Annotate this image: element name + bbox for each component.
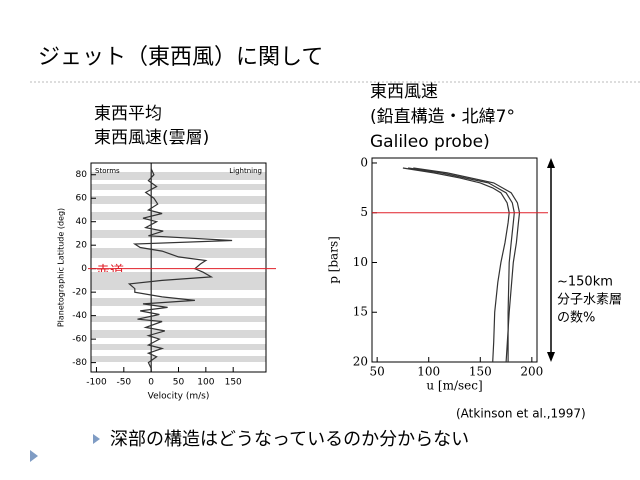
band — [91, 316, 266, 322]
caption: 東西平均 — [94, 104, 162, 124]
caption: (鉛直構造・北緯7° — [370, 107, 515, 127]
band — [91, 230, 266, 238]
x-tick-label: 200 — [520, 365, 543, 379]
band — [91, 212, 266, 220]
corner-label: Storms — [95, 167, 120, 175]
profile-line — [408, 167, 515, 362]
x-tick-label: 50 — [370, 365, 385, 379]
x-tick-label: 150 — [469, 365, 492, 379]
band — [91, 196, 266, 204]
corner-label: Lightning — [229, 167, 262, 175]
caption: 東西風速 — [370, 82, 438, 102]
x-tick-label: 50 — [173, 378, 185, 388]
band — [91, 184, 266, 190]
x-axis-label: Velocity (m/s) — [148, 392, 210, 402]
y-tick-label: 0 — [360, 155, 368, 169]
x-tick-label: 100 — [417, 365, 440, 379]
y-tick-label: -60 — [72, 335, 87, 345]
y-tick-label: -80 — [72, 358, 87, 368]
y-axis-label: Planetographic Latitude (deg) — [57, 208, 66, 327]
x-tick-label: -50 — [116, 378, 131, 388]
x-tick-label: 150 — [225, 378, 242, 388]
slide-title: ジェット（東西風）に関して — [38, 45, 323, 70]
y-tick-label: -40 — [72, 311, 87, 321]
y-tick-label: 40 — [76, 217, 88, 227]
band — [91, 248, 266, 258]
bullet-text: 深部の構造はどうなっているのか分からない — [110, 429, 469, 450]
y-axis-label: p [bars] — [327, 236, 341, 284]
profile-line — [127, 168, 233, 369]
x-axis-label: u [m/sec] — [426, 379, 482, 393]
y-tick-label: 60 — [76, 194, 88, 204]
citation: (Atkinson et al.,1997) — [456, 407, 586, 421]
profile-line — [402, 167, 510, 363]
annotation: 分子水素層 — [557, 293, 622, 308]
x-tick-label: 0 — [148, 378, 154, 388]
nav-marker — [30, 450, 38, 462]
y-tick-label: 15 — [353, 305, 368, 319]
arrow-head — [547, 352, 555, 362]
x-tick-label: 100 — [197, 378, 214, 388]
y-tick-label: 20 — [353, 355, 368, 369]
y-tick-label: 0 — [81, 264, 87, 274]
band — [91, 272, 266, 290]
y-tick-label: 20 — [76, 241, 88, 251]
y-tick-label: 5 — [360, 205, 368, 219]
band — [91, 344, 266, 350]
arrow-head — [547, 158, 555, 168]
plot-frame — [371, 157, 538, 363]
x-tick-label: -100 — [86, 378, 107, 388]
bullet-marker — [93, 434, 100, 444]
caption: 東西風速(雲層) — [94, 128, 209, 148]
annotation: の数% — [557, 311, 595, 326]
y-tick-label: -20 — [72, 288, 87, 298]
annotation: ~150km — [557, 275, 613, 290]
band — [91, 172, 266, 180]
y-tick-label: 10 — [353, 255, 368, 269]
y-tick-label: 80 — [76, 170, 88, 180]
band — [91, 330, 266, 338]
band — [91, 356, 266, 362]
caption: Galileo probe) — [370, 132, 490, 152]
